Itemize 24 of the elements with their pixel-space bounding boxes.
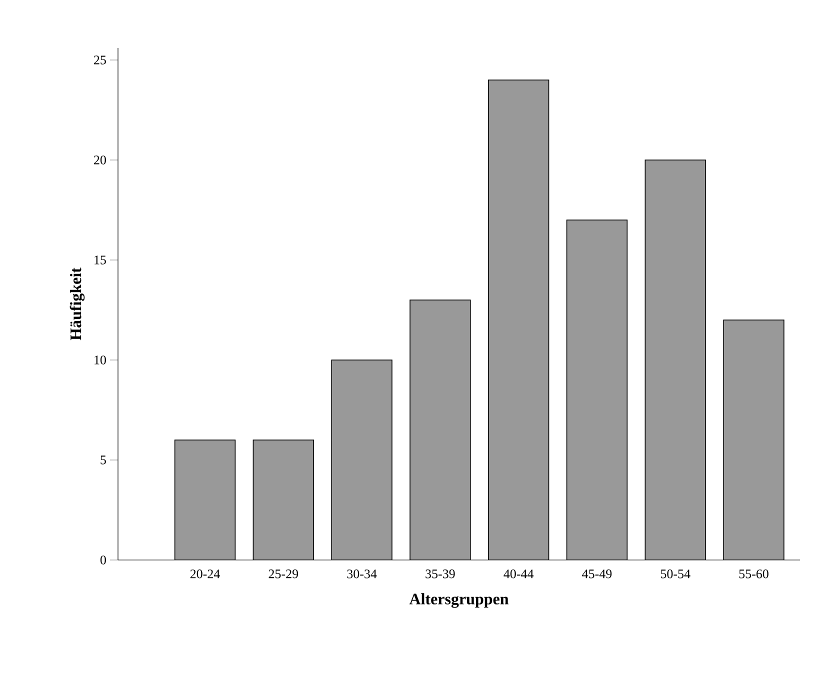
y-tick-label: 0 <box>100 556 106 564</box>
bar <box>252 440 314 560</box>
x-tick-label: 55-60 <box>739 570 768 578</box>
bar <box>410 300 471 560</box>
bar <box>723 320 784 560</box>
y-axis-title: Häufigkeit <box>70 268 85 340</box>
bar <box>488 80 550 560</box>
x-tick-label: 20-24 <box>190 570 220 578</box>
bar <box>644 160 706 560</box>
x-axis-title: Altersgruppen <box>409 593 509 608</box>
bar <box>174 440 236 560</box>
y-tick-label: 25 <box>94 56 106 64</box>
x-tick-label: 40-44 <box>504 570 534 578</box>
y-tick-label: 20 <box>94 156 106 164</box>
x-tick-label: 25-29 <box>268 570 298 578</box>
x-tick-label: 50-54 <box>660 570 690 578</box>
y-tick-label: 5 <box>100 456 106 464</box>
x-tick-label: 30-34 <box>347 570 377 578</box>
x-tick-label: 45-49 <box>582 570 612 578</box>
bar <box>331 360 392 560</box>
y-tick-label: 10 <box>94 356 106 364</box>
x-tick-label: 35-39 <box>426 570 455 578</box>
y-tick-label: 15 <box>94 256 106 264</box>
bar <box>566 220 628 560</box>
